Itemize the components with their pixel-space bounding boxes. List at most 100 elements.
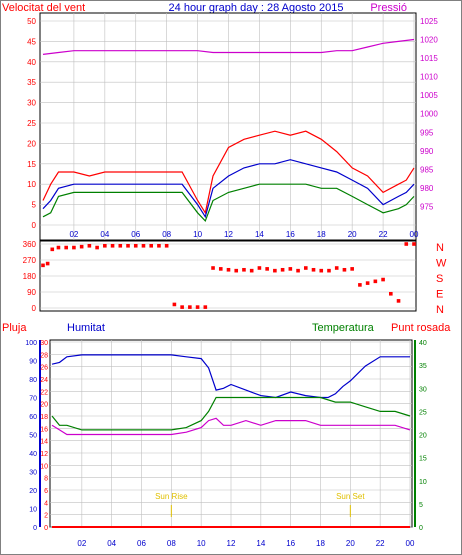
direction-point (412, 242, 416, 246)
direction-point (87, 243, 92, 248)
wind-series-line-2 (42, 183, 415, 223)
direction-point (296, 268, 300, 273)
humidity-y-tick-label: 30 (29, 470, 37, 477)
direction-point (327, 268, 331, 273)
wind-x-tick-label: 16 (286, 230, 295, 239)
direction-compass-label: S (436, 273, 443, 285)
direction-point (404, 242, 409, 246)
wind-x-tick-label: 18 (317, 230, 326, 239)
rain-y-tick-label: 16 (40, 426, 48, 433)
direction-y-tick-label: 180 (23, 272, 37, 281)
humidity-y-tick-label: 0 (33, 525, 37, 532)
direction-point (257, 266, 262, 270)
bottom-series-line-1 (51, 354, 410, 399)
chart-plot-layer: 0510152025303540455097598098599099510001… (23, 13, 447, 548)
humidity-y-tick-label: 50 (29, 433, 37, 440)
direction-point (50, 247, 55, 252)
direction-point (303, 266, 308, 270)
wind-x-tick-label: 14 (255, 230, 264, 239)
pressure-y-tick-label: 1015 (420, 54, 438, 63)
direction-point (133, 243, 138, 248)
rain-y-tick-label: 26 (40, 365, 48, 372)
bottom-x-tick-label: 22 (376, 539, 385, 548)
pressure-y-tick-label: 980 (420, 184, 434, 193)
temperature-y-tick-label: 30 (419, 386, 427, 393)
legend-pluja: Pluja (2, 322, 27, 334)
bottom-x-tick-label: 00 (406, 539, 415, 548)
direction-point (110, 243, 115, 248)
temperature-y-tick-label: 40 (419, 340, 427, 347)
legend-humitat: Humitat (67, 322, 105, 334)
wind-y-tick-label: 10 (27, 180, 36, 189)
direction-point (365, 281, 370, 285)
direction-point (45, 261, 50, 266)
rain-y-tick-label: 10 (40, 463, 48, 470)
direction-point (334, 266, 339, 270)
direction-point (234, 268, 239, 273)
wind-y-tick-label: 5 (32, 201, 37, 210)
direction-point (126, 243, 130, 248)
humidity-y-tick-label: 10 (29, 507, 37, 514)
wind-series-line-0 (42, 130, 415, 215)
direction-point (319, 268, 324, 273)
direction-point (342, 267, 347, 272)
wind-y-tick-label: 35 (27, 78, 36, 87)
wind-y-tick-label: 20 (27, 139, 36, 148)
pressure-y-tick-label: 985 (420, 165, 434, 174)
bottom-x-tick-label: 06 (137, 539, 146, 548)
wind-series-line-1 (42, 159, 415, 219)
humidity-y-tick-label: 20 (29, 488, 37, 495)
direction-y-tick-label: 90 (27, 288, 36, 297)
rain-y-tick-label: 8 (44, 476, 48, 483)
temperature-y-tick-label: 15 (419, 456, 427, 463)
direction-point (149, 243, 154, 248)
direction-point (103, 243, 107, 248)
rain-y-tick-label: 30 (40, 340, 48, 347)
direction-point (56, 245, 61, 250)
humidity-y-tick-label: 70 (29, 396, 37, 403)
pressure-y-tick-label: 975 (420, 202, 434, 211)
direction-point (141, 243, 146, 248)
rain-y-tick-label: 14 (40, 439, 48, 446)
wind-speed-axis-label: Velocitat del vent (2, 2, 85, 14)
direction-point (157, 243, 161, 248)
temperature-y-tick-label: 0 (419, 525, 423, 532)
direction-point (350, 267, 354, 271)
rain-y-tick-label: 22 (40, 389, 48, 396)
wind-panel-frame (39, 12, 417, 241)
bottom-x-tick-label: 18 (316, 539, 325, 548)
direction-point (311, 267, 316, 272)
wind-y-tick-label: 25 (27, 119, 36, 128)
wind-x-tick-label: 06 (131, 230, 140, 239)
direction-compass-label: W (436, 258, 447, 270)
direction-point (280, 267, 285, 272)
bottom-x-tick-label: 12 (227, 539, 236, 548)
direction-point (203, 305, 208, 309)
direction-point (164, 243, 169, 248)
direction-point (41, 263, 45, 268)
bottom-series-line-2 (51, 396, 411, 431)
pressure-y-tick-label: 990 (420, 147, 434, 156)
bottom-x-tick-label: 16 (286, 539, 295, 548)
bottom-x-tick-label: 08 (167, 539, 176, 548)
direction-point (396, 299, 401, 303)
direction-point (265, 267, 269, 271)
bottom-x-tick-label: 04 (107, 539, 116, 548)
direction-point (249, 268, 254, 273)
direction-compass-label: N (436, 242, 444, 254)
wind-x-tick-label: 12 (224, 230, 233, 239)
bottom-x-tick-label: 10 (197, 539, 206, 548)
direction-point (79, 244, 84, 249)
temperature-y-tick-label: 20 (419, 433, 427, 440)
direction-point (273, 268, 277, 273)
direction-compass-label: N (436, 304, 444, 316)
wind-x-tick-label: 10 (193, 230, 202, 239)
wind-x-tick-label: 20 (348, 230, 357, 239)
humidity-y-tick-label: 90 (29, 359, 37, 366)
humidity-y-tick-label: 100 (25, 340, 37, 347)
wind-y-tick-label: 30 (27, 99, 36, 108)
wind-x-tick-label: 22 (379, 230, 388, 239)
bottom-series-line-3 (51, 417, 411, 436)
